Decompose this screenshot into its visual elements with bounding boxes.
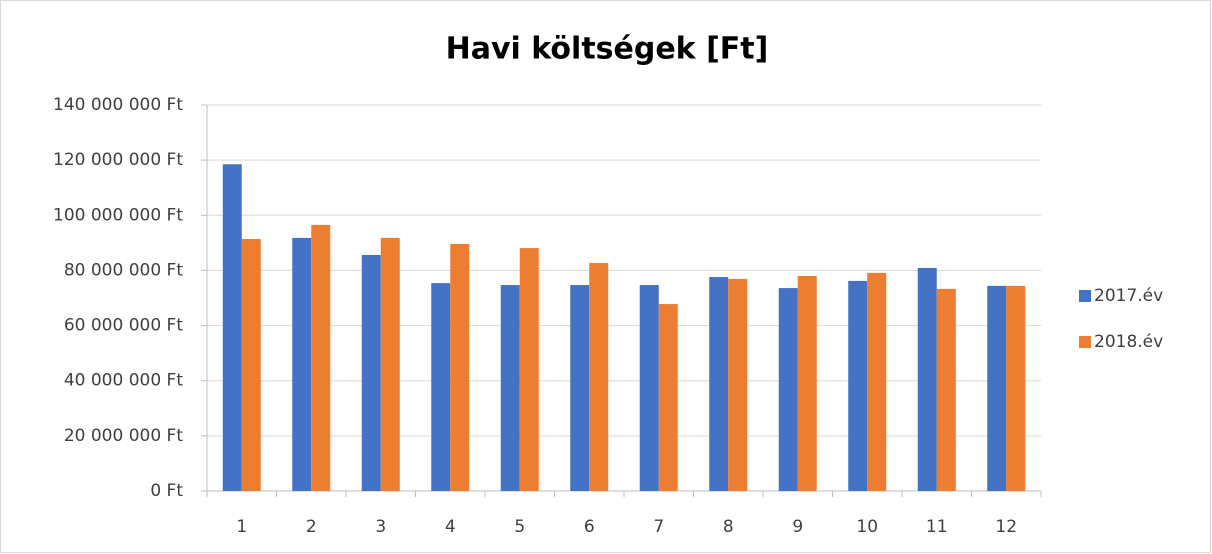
bar [519, 248, 539, 491]
y-tick-label: 80 000 000 Ft [64, 260, 184, 280]
x-tick-label: 4 [445, 517, 456, 537]
bar [450, 243, 470, 491]
x-tick-label: 2 [306, 517, 317, 537]
bar [936, 288, 956, 491]
bar [241, 238, 261, 491]
y-tick-label: 20 000 000 Ft [64, 426, 184, 446]
x-tick-label: 10 [856, 517, 878, 537]
x-tick-label: 8 [723, 517, 734, 537]
x-tick-label: 1 [236, 517, 247, 537]
bar [292, 237, 312, 491]
y-tick-label: 40 000 000 Ft [64, 371, 184, 391]
x-tick-label: 12 [995, 517, 1017, 537]
y-tick-label: 0 Ft [150, 481, 183, 501]
chart-title: Havi költségek [Ft] [446, 32, 769, 67]
bar [709, 277, 729, 491]
bar [311, 224, 331, 491]
bar [778, 288, 798, 491]
y-tick-label: 140 000 000 Ft [53, 95, 183, 115]
bar [728, 278, 748, 491]
bar [431, 283, 451, 491]
x-tick-label: 5 [514, 517, 525, 537]
x-tick-label: 3 [375, 517, 386, 537]
bar [797, 275, 817, 491]
y-tick-label: 120 000 000 Ft [53, 150, 183, 170]
x-tick-label: 6 [584, 517, 595, 537]
bar [848, 280, 868, 491]
legend-swatch [1079, 290, 1091, 302]
y-tick-label: 60 000 000 Ft [64, 316, 184, 336]
legend-label: 2017.év [1094, 286, 1163, 306]
bar [658, 304, 678, 491]
x-tick-label: 11 [926, 517, 948, 537]
bar [570, 285, 590, 491]
bar [639, 285, 659, 491]
bar [867, 272, 887, 491]
x-tick-label: 7 [653, 517, 664, 537]
bar [589, 262, 609, 491]
bar [500, 285, 520, 491]
bar [917, 267, 937, 491]
bar [222, 164, 242, 491]
bar [361, 254, 381, 491]
x-tick-label: 9 [792, 517, 803, 537]
legend-label: 2018.év [1094, 332, 1163, 352]
bar [380, 237, 400, 491]
y-tick-label: 100 000 000 Ft [53, 205, 183, 225]
bar [1006, 285, 1026, 491]
legend-swatch [1079, 336, 1091, 348]
bar [987, 285, 1007, 491]
